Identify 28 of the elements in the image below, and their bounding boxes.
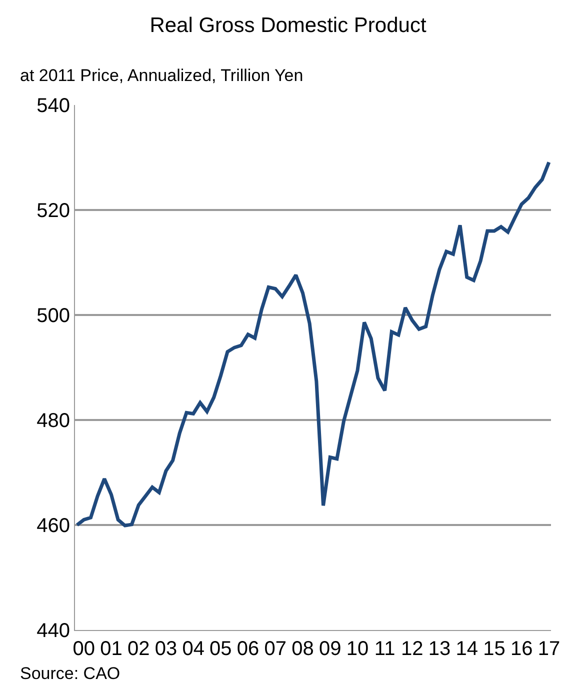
source-note: Source: CAO xyxy=(20,664,120,683)
x-tick-label: 08 xyxy=(292,638,314,660)
y-tick-label: 540 xyxy=(36,95,70,117)
x-tick-label: 10 xyxy=(346,638,369,660)
y-tick-label: 480 xyxy=(36,410,70,432)
x-tick-label: 07 xyxy=(264,638,287,660)
chart-title: Real Gross Domestic Product xyxy=(150,14,426,38)
line-series xyxy=(75,160,551,528)
y-tick-label: 440 xyxy=(36,620,70,642)
x-tick-label: 02 xyxy=(127,638,150,660)
x-tick-label: 14 xyxy=(456,638,478,660)
x-tick-label: 12 xyxy=(401,638,424,660)
y-tick-label: 520 xyxy=(36,200,70,222)
x-tick-label: 15 xyxy=(483,638,506,660)
chart-subtitle: at 2011 Price, Annualized, Trillion Yen xyxy=(20,66,304,85)
x-tick-label: 06 xyxy=(236,638,260,660)
x-tick-label: 01 xyxy=(100,638,122,660)
x-tick-label: 13 xyxy=(428,638,451,660)
x-tick-label: 16 xyxy=(510,638,533,660)
x-tick-label: 05 xyxy=(210,638,232,660)
x-tick-label: 03 xyxy=(154,638,178,660)
x-tick-label: 11 xyxy=(374,638,396,660)
x-tick-label: 17 xyxy=(538,638,560,660)
x-tick-label: 09 xyxy=(318,638,342,660)
y-tick-label: 500 xyxy=(36,305,70,327)
x-tick-label: 00 xyxy=(72,638,96,660)
y-tick-label: 460 xyxy=(36,515,70,537)
x-tick-label: 04 xyxy=(182,638,204,660)
